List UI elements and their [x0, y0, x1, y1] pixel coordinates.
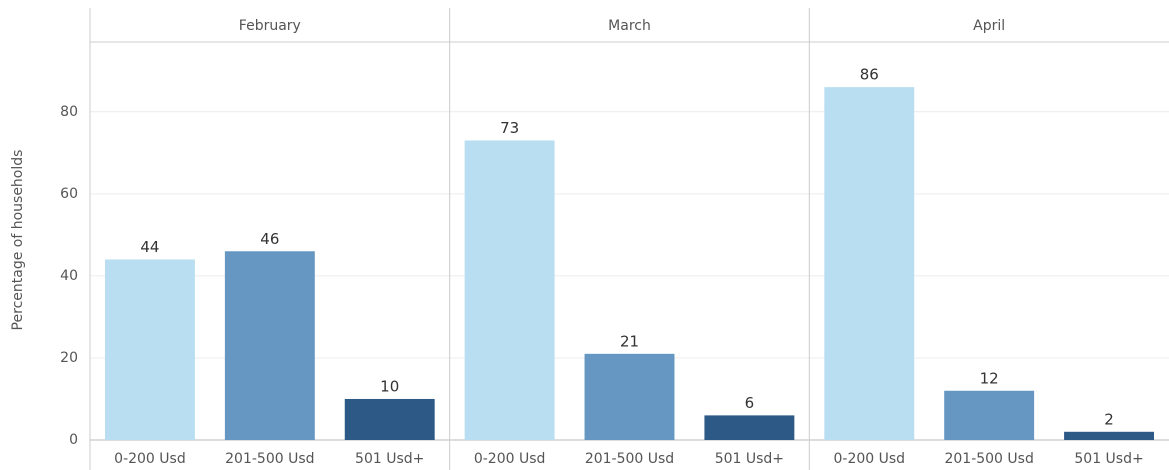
- panel-title: April: [973, 18, 1005, 34]
- x-tick-label: 201-500 Usd: [225, 451, 314, 467]
- value-label: 44: [140, 238, 159, 256]
- x-tick-label: 501 Usd+: [1074, 451, 1143, 467]
- bar: [344, 398, 435, 440]
- value-label: 86: [860, 66, 879, 84]
- y-tick-label: 60: [60, 186, 78, 202]
- bar: [584, 353, 675, 440]
- x-tick-label: 201-500 Usd: [944, 451, 1033, 467]
- x-tick-label: 0-200 Usd: [114, 451, 186, 467]
- x-tick-label: 501 Usd+: [715, 451, 784, 467]
- bar: [824, 87, 915, 440]
- value-label: 2: [1104, 410, 1114, 428]
- bar: [944, 390, 1035, 440]
- bar: [464, 140, 555, 440]
- value-label: 12: [980, 369, 999, 387]
- bar: [104, 259, 195, 440]
- value-label: 21: [620, 332, 639, 350]
- panel-title: March: [608, 18, 651, 34]
- x-tick-label: 0-200 Usd: [474, 451, 546, 467]
- x-tick-label: 501 Usd+: [355, 451, 424, 467]
- y-tick-label: 0: [69, 432, 78, 448]
- bar: [224, 251, 315, 440]
- value-label: 73: [500, 119, 519, 137]
- x-tick-label: 201-500 Usd: [585, 451, 674, 467]
- value-label: 10: [380, 377, 399, 395]
- panel-title: February: [239, 18, 301, 34]
- x-tick-label: 0-200 Usd: [833, 451, 905, 467]
- value-label: 46: [260, 230, 279, 248]
- bar: [1064, 431, 1155, 440]
- y-axis-label: Percentage of households: [10, 150, 26, 331]
- value-label: 6: [745, 394, 755, 412]
- bar: [704, 415, 795, 440]
- y-tick-label: 80: [60, 104, 78, 120]
- y-tick-label: 40: [60, 268, 78, 284]
- y-tick-label: 20: [60, 350, 78, 366]
